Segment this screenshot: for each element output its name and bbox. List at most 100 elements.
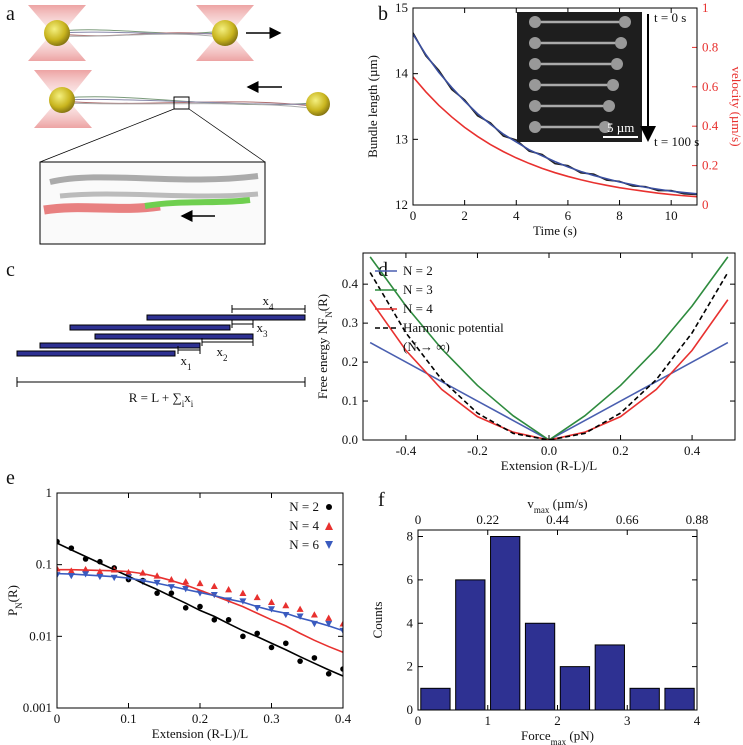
bar	[524, 622, 556, 710]
y-axis-label-part: Free energy NF	[315, 318, 330, 399]
legend-label: N = 2	[289, 499, 319, 514]
x-tick-label: 6	[565, 208, 572, 223]
panel-a-illustration	[28, 5, 330, 245]
legend-label: N = 3	[403, 282, 433, 297]
bar	[490, 536, 521, 710]
formula-part: i	[191, 399, 194, 409]
x-label: x2	[217, 344, 228, 363]
x-tick-label: 0.1	[120, 711, 136, 726]
x-tick-label: 0.2	[612, 443, 628, 458]
point	[283, 640, 289, 647]
y-axis-label-part: N	[324, 311, 334, 318]
x-label-part: 2	[223, 353, 228, 363]
point	[225, 586, 233, 593]
y-axis-label: Bundle length (µm)	[365, 55, 380, 158]
series-line	[369, 341, 729, 440]
legend-swatch	[325, 541, 333, 549]
bead	[611, 58, 623, 70]
point	[268, 606, 275, 613]
y-axis-label: Free energy NFN(R)	[315, 294, 334, 399]
legend-label: N = 4	[289, 518, 319, 533]
x-tick-label: 0.2	[192, 711, 208, 726]
y2-tick-label: 0.4	[702, 118, 719, 133]
point	[182, 605, 189, 611]
y-tick-label: 12	[395, 197, 408, 212]
y-tick-label: 2	[407, 659, 414, 674]
bar	[594, 644, 625, 710]
x-tick-label: 2	[461, 208, 468, 223]
y-axis-label: PN(R)	[5, 585, 24, 616]
x-axis-label-part: (pN)	[566, 728, 594, 743]
series-line	[369, 272, 729, 440]
x-label-part: x	[217, 344, 224, 359]
x-tick-label: 0.3	[263, 711, 279, 726]
legend-label: N = 6	[289, 537, 319, 552]
point	[325, 620, 333, 628]
bead	[603, 100, 615, 112]
x2-axis-label-part: (µm/s)	[549, 496, 587, 511]
y-axis-label-part: (R)	[5, 585, 20, 602]
x-label: x3	[257, 320, 269, 339]
inset-label: t = 0 s	[654, 10, 686, 25]
y-tick-label: 0.0	[342, 432, 358, 447]
inset-label: 5 µm	[607, 120, 634, 135]
y-tick-label: 0.4	[342, 276, 359, 291]
x-label-part: 3	[263, 329, 268, 339]
y-axis-label-part: (R)	[315, 294, 330, 311]
panel-label: e	[6, 467, 15, 489]
panel-c-diagram	[16, 305, 306, 387]
plot-area	[369, 256, 729, 440]
formula-part: x	[184, 390, 191, 405]
panel-label: c	[6, 259, 15, 281]
x-tick-label: -0.2	[467, 443, 488, 458]
x-axis-label: Forcemax (pN)	[521, 728, 594, 745]
bead	[529, 100, 541, 112]
x2-axis-label-part: max	[534, 505, 550, 515]
bead	[619, 16, 631, 28]
point	[282, 601, 290, 609]
y-tick-label: 6	[407, 572, 414, 587]
annotation: (N → ∞)	[403, 339, 450, 354]
x2-tick-label: 0	[415, 512, 422, 527]
point	[311, 655, 318, 661]
axes-frame	[412, 7, 698, 206]
point	[240, 633, 246, 640]
legend-label: Harmonic potential	[403, 320, 504, 335]
point	[82, 565, 90, 573]
y-axis-label-part: N	[14, 602, 24, 609]
point	[197, 603, 203, 610]
y-tick-label: 13	[395, 131, 408, 146]
bar	[559, 666, 591, 710]
point	[268, 598, 275, 605]
x-axis-label-part: max	[551, 737, 567, 745]
series-line	[57, 542, 343, 677]
point	[168, 590, 175, 596]
panel-label: d	[378, 259, 388, 281]
point	[296, 605, 304, 612]
y-tick-label: 0.01	[29, 628, 52, 643]
plot-area	[420, 536, 695, 710]
x-tick-label: 0	[415, 713, 422, 728]
series-line	[57, 568, 343, 653]
formula-part: R = L + ∑	[129, 390, 182, 405]
y-tick-label: 0	[407, 702, 414, 717]
plot-area	[57, 538, 343, 677]
axes-frame	[362, 252, 736, 441]
y-axis-label: Counts	[370, 602, 385, 639]
point	[210, 582, 218, 590]
legend-swatch	[325, 522, 333, 530]
y2-axis-label: velocity (µm/s)	[729, 66, 743, 146]
legend-label: N = 4	[403, 301, 433, 316]
panel-label: b	[378, 3, 388, 25]
y-tick-label: 15	[395, 0, 408, 15]
point	[96, 573, 104, 581]
bar	[664, 687, 695, 710]
series-line	[413, 33, 697, 195]
y-tick-label: 0.1	[36, 557, 52, 572]
x-label-part: x	[263, 293, 270, 308]
x-tick-label: 0	[54, 711, 61, 726]
series-line	[369, 299, 729, 440]
x-label: x1	[181, 353, 192, 372]
bead	[529, 16, 541, 28]
y-tick-label: 14	[395, 66, 409, 81]
